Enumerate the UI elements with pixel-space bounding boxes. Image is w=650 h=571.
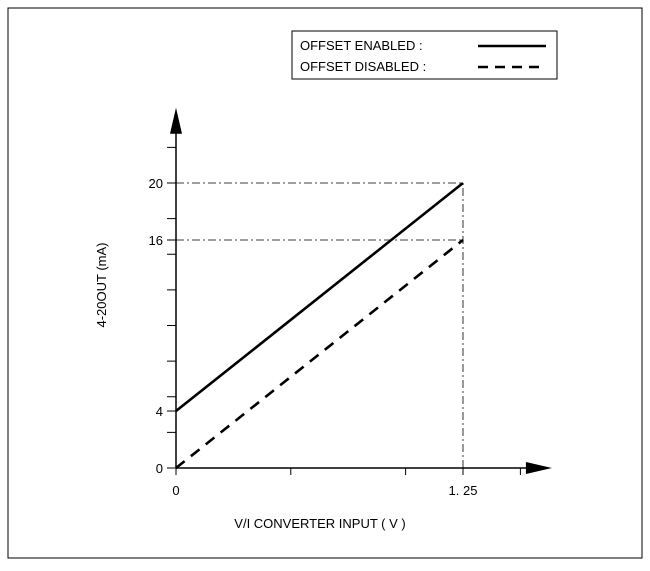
y-axis-arrow bbox=[170, 107, 182, 134]
series-line-0 bbox=[175, 181, 464, 413]
y-tick-label-2: 16 bbox=[149, 233, 163, 248]
y-axis-label: 4-20OUT (mA) bbox=[94, 243, 109, 328]
y-tick-label-3: 20 bbox=[149, 176, 163, 191]
x-axis-arrow bbox=[525, 462, 552, 474]
x-axis-label: V/I CONVERTER INPUT ( V ) bbox=[234, 516, 405, 531]
legend-box bbox=[291, 30, 558, 80]
y-tick-label-1: 4 bbox=[156, 404, 163, 419]
y-tick-label-0: 0 bbox=[156, 461, 163, 476]
legend-label-disabled: OFFSET DISABLED : bbox=[300, 59, 426, 74]
legend: OFFSET ENABLED : OFFSET DISABLED : bbox=[291, 30, 558, 80]
x-tick-label-0: 0 bbox=[172, 483, 179, 498]
series-line-1 bbox=[175, 238, 464, 470]
legend-label-enabled: OFFSET ENABLED : bbox=[300, 38, 423, 53]
x-tick-label-1: 1. 25 bbox=[449, 483, 478, 498]
